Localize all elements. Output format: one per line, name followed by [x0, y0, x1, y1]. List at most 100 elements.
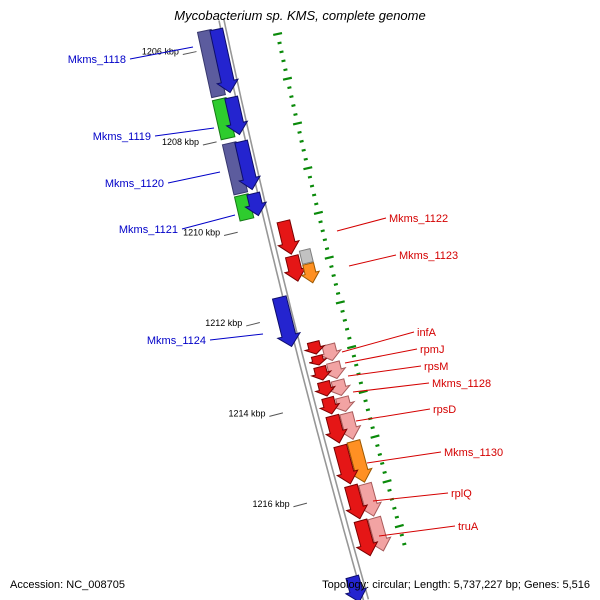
mkms-1119-gene-arrow[interactable] [224, 95, 249, 136]
rpmj-gene-arrow[interactable] [309, 354, 328, 366]
mkms-1118-gene-arrow[interactable] [209, 27, 240, 94]
gene-label-mkms-1123-leader-line [348, 254, 397, 267]
mkms-1123-gray-block[interactable] [298, 247, 314, 265]
gene-label-rpmj-leader-line [344, 348, 418, 364]
ruler-minor-tick [340, 309, 345, 313]
ruler-major-tick [313, 210, 324, 216]
ruler-minor-tick [281, 59, 286, 63]
mkms-1121-gene-arrow[interactable] [244, 191, 268, 217]
ruler-minor-tick [307, 175, 313, 179]
ruler-minor-tick [303, 157, 308, 161]
accession-text: Accession: NC_008705 [10, 579, 125, 591]
ruler-minor-tick [277, 41, 282, 45]
ruler-major-tick [335, 300, 345, 305]
ruler-minor-tick [387, 488, 392, 492]
bottom-gene-arrow[interactable] [344, 574, 368, 600]
gene-label-mkms-1130[interactable]: Mkms_1130 [444, 447, 503, 459]
ruler-minor-tick [324, 247, 330, 251]
rpsm-gene-arrow[interactable] [310, 364, 333, 381]
ruler-minor-tick [297, 130, 302, 134]
ruler-minor-tick [309, 184, 315, 188]
pink-gene-arrow-4[interactable] [331, 395, 356, 412]
ruler-minor-tick [354, 363, 359, 367]
ruler-minor-tick [399, 533, 405, 537]
gene-label-mkms-1122-leader-line [336, 217, 387, 232]
red-gene-arrow-7[interactable] [333, 443, 359, 485]
ruler-minor-tick [322, 238, 328, 242]
gene-label-mkms-1128[interactable]: Mkms_1128 [432, 378, 491, 390]
ruler-major-tick [282, 76, 293, 81]
gene-label-rplq[interactable]: rplQ [451, 488, 472, 500]
ruler-major-tick [272, 31, 283, 37]
genome-backbone-line [223, 19, 370, 600]
ruler-major-tick [347, 344, 357, 350]
gene-label-rpmj[interactable]: rpmJ [420, 344, 444, 356]
mkms-1119-cog-block[interactable] [211, 97, 236, 141]
gene-label-mkms-1121[interactable]: Mkms_1121 [119, 224, 178, 236]
red-gene-arrow-4[interactable] [314, 379, 337, 397]
ruler-minor-tick [283, 68, 288, 72]
gene-label-mkms-1119-leader-line [154, 127, 215, 137]
kbp-label: 1216 kbp [253, 499, 290, 509]
gene-label-mkms-1128-leader-line [352, 382, 430, 393]
kbp-connector-line [246, 322, 260, 327]
pink-gene-arrow-2[interactable] [323, 360, 347, 380]
page-title: Mycobacterium sp. KMS, complete genome [174, 8, 426, 23]
gene-label-mkms-1124-leader-line [209, 333, 264, 341]
ruler-major-tick [370, 434, 380, 439]
ruler-minor-tick [392, 506, 397, 510]
ruler-major-tick [382, 479, 392, 484]
ruler-minor-tick [370, 426, 375, 430]
gene-label-infa[interactable]: infA [417, 327, 437, 339]
kbp-label: 1210 kbp [183, 227, 220, 237]
mkms-1122b-gene-arrow[interactable] [283, 254, 307, 282]
ruler-minor-tick [329, 265, 334, 269]
ruler-major-tick [394, 523, 404, 529]
infa-gene-arrow[interactable] [303, 339, 326, 355]
ruler-minor-tick [365, 408, 371, 412]
gene-label-mkms-1119[interactable]: Mkms_1119 [93, 131, 151, 143]
kbp-connector-line [223, 231, 238, 236]
ruler-minor-tick [314, 202, 319, 206]
rplq-gene-arrow[interactable] [344, 483, 369, 520]
gene-label-mkms-1123[interactable]: Mkms_1123 [399, 250, 458, 262]
gene-label-trua[interactable]: truA [458, 521, 479, 533]
ruler-minor-tick [379, 461, 385, 466]
gene-label-trua-leader-line [378, 525, 456, 537]
kbp-connector-line [293, 502, 308, 508]
kbp-label: 1208 kbp [162, 137, 199, 147]
gene-label-infa-leader-line [341, 331, 415, 353]
mkms-1123-gene-arrow[interactable] [300, 261, 321, 284]
gene-label-rpsd[interactable]: rpsD [433, 404, 456, 416]
red-gene-arrow-5[interactable] [318, 395, 341, 415]
ruler-major-tick [303, 166, 313, 171]
gene-label-mkms-1124[interactable]: Mkms_1124 [147, 335, 206, 347]
gene-label-mkms-1122[interactable]: Mkms_1122 [389, 213, 448, 225]
ruler-minor-tick [291, 104, 296, 108]
rpsd-gene-arrow[interactable] [324, 413, 348, 444]
gene-label-mkms-1121-leader-line [181, 214, 236, 230]
mkms-1118-cog-block[interactable] [196, 28, 226, 99]
ruler-minor-tick [320, 229, 325, 233]
gene-label-rpsm[interactable]: rpsM [424, 361, 448, 373]
ruler-minor-tick [351, 354, 357, 358]
ruler-minor-tick [293, 112, 298, 117]
gene-label-mkms-1120-leader-line [167, 171, 221, 184]
topology-text: Topology: circular; Length: 5,737,227 bp… [322, 579, 590, 591]
pink-gene-arrow-1[interactable] [318, 342, 343, 362]
mkms-1120-gene-arrow[interactable] [234, 139, 262, 191]
trua-gene-arrow[interactable] [353, 518, 379, 557]
mkms-1124-gene-arrow[interactable] [271, 295, 302, 348]
ruler-minor-tick [331, 273, 336, 278]
gene-label-rpsd-leader-line [355, 408, 431, 422]
kbp-connector-line [182, 51, 197, 56]
ruler-minor-tick [333, 282, 339, 287]
gene-label-mkms-1118[interactable]: Mkms_1118 [68, 54, 126, 66]
gene-label-mkms-1118-leader-line [129, 46, 194, 60]
mkms-1122-gene-arrow[interactable] [276, 219, 301, 255]
ruler-minor-tick [318, 220, 323, 224]
gene-label-mkms-1130-leader-line [366, 451, 442, 464]
gene-label-mkms-1120[interactable]: Mkms_1120 [105, 178, 164, 190]
